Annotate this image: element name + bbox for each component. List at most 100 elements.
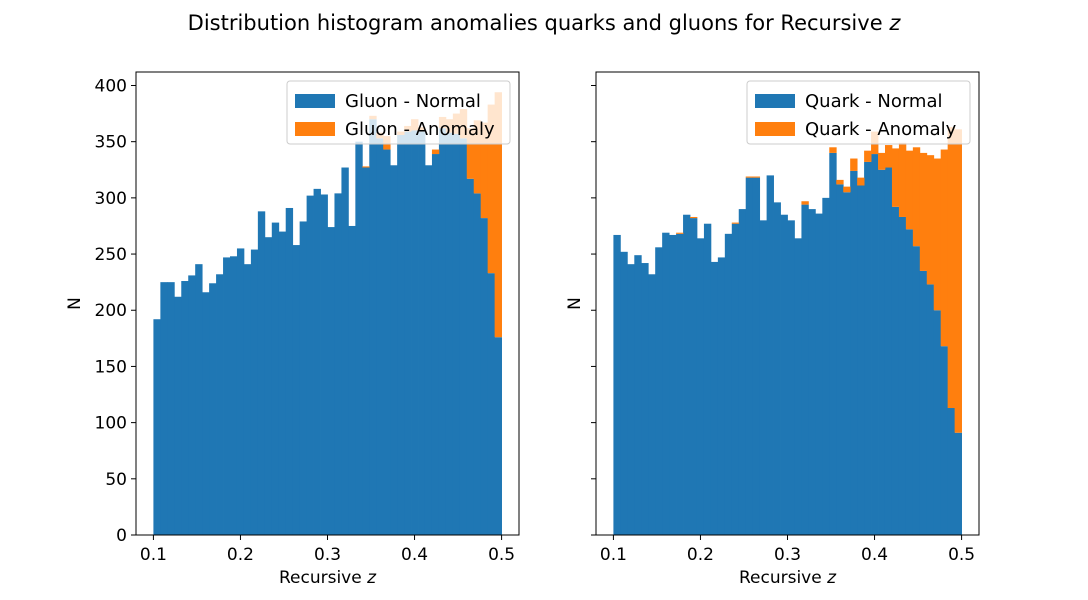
histogram-bar [627, 264, 635, 535]
histogram-bar [731, 223, 740, 535]
histogram-bar [947, 127, 956, 409]
histogram-bar [466, 128, 475, 179]
histogram-bar [376, 138, 384, 536]
histogram-bar [878, 152, 886, 170]
y-axis-label: N [565, 297, 585, 310]
histogram-bar [738, 209, 747, 535]
histogram-bar [947, 408, 956, 535]
histogram-bar [334, 193, 342, 535]
legend-swatch [295, 122, 335, 136]
histogram-bar [954, 432, 962, 535]
x-tick-label: 0.1 [600, 545, 627, 565]
histogram-bar [884, 145, 893, 168]
histogram-bar [857, 177, 865, 186]
histogram-bar [620, 251, 628, 535]
histogram-bar [362, 166, 370, 168]
histogram-bar [836, 179, 844, 185]
histogram-bar [285, 207, 294, 536]
legend-box [286, 80, 511, 145]
x-axis-label-variable: z [366, 568, 377, 588]
x-tick-label: 0.3 [314, 545, 341, 565]
histogram-bar [794, 238, 802, 535]
histogram-bar [445, 132, 454, 535]
histogram-bar [223, 257, 231, 535]
histogram-bar [348, 225, 356, 535]
histogram-bar [850, 170, 858, 535]
histogram-bar [411, 130, 419, 535]
x-tick-label: 0.2 [227, 545, 254, 565]
legend-label: Gluon - Anomaly [345, 119, 495, 140]
histogram-bar [271, 222, 280, 535]
histogram-bar [230, 256, 238, 535]
y-tick-label: 100 [95, 414, 127, 434]
y-tick-label: 200 [95, 301, 127, 321]
histogram-bar [404, 131, 412, 535]
histogram-bar [480, 218, 489, 535]
histogram-bar [843, 186, 851, 193]
histogram-bar [676, 232, 684, 234]
legend-entry: Quark - Normal [755, 91, 943, 112]
histogram-bar [919, 152, 928, 271]
histogram-bar [850, 158, 858, 171]
histogram-bar [473, 193, 482, 535]
histogram-bar [926, 155, 935, 285]
histogram-bar [662, 232, 670, 535]
x-axis-label-variable: z [826, 568, 837, 588]
legend-entry: Gluon - Normal [295, 91, 481, 112]
histogram-bar [641, 263, 649, 535]
histogram-bar [397, 134, 405, 535]
histogram-bar [940, 149, 949, 347]
legend-label: Gluon - Normal [345, 91, 481, 112]
y-tick-label: 250 [95, 245, 127, 265]
histogram-bar [752, 177, 761, 535]
series-0-bars [613, 152, 962, 536]
histogram-bar [494, 337, 502, 535]
histogram-bar [815, 213, 823, 535]
y-tick-label: 50 [105, 470, 127, 490]
histogram-bar [452, 133, 461, 535]
histogram-bar [801, 201, 809, 205]
histogram-bar [731, 222, 740, 224]
histogram-bar [912, 246, 921, 535]
figure-title-variable: z [888, 11, 901, 35]
histogram-bar [431, 149, 440, 155]
histogram-bar [181, 281, 189, 535]
y-tick-label: 150 [95, 357, 127, 377]
legend-swatch [295, 94, 335, 108]
histogram-bar [912, 147, 921, 247]
histogram-bar [940, 346, 949, 535]
histogram-bar [174, 296, 182, 535]
histogram-bar [829, 152, 837, 535]
histogram-bar [857, 185, 865, 535]
histogram-bar [752, 176, 761, 178]
histogram-bar [418, 131, 426, 535]
series-1-bars [676, 127, 962, 433]
y-tick-label: 300 [95, 189, 127, 209]
histogram-bar [676, 233, 684, 535]
histogram-bar [278, 231, 287, 535]
histogram-bar [306, 195, 314, 535]
histogram-bar [864, 161, 872, 535]
histogram-bar [878, 169, 886, 535]
histogram-bar [724, 233, 733, 535]
histogram-bar [188, 275, 196, 535]
histogram-bar [759, 220, 768, 535]
histogram-bar [648, 274, 656, 535]
histogram-bar [341, 167, 349, 535]
histogram-bar [745, 177, 754, 535]
histogram-bar [243, 264, 252, 535]
histogram-bar [362, 167, 370, 535]
x-tick-label: 0.3 [774, 545, 801, 565]
histogram-bar [745, 176, 754, 178]
histogram-bar [160, 282, 168, 535]
histogram-bar [613, 234, 621, 535]
histogram-bar [313, 188, 321, 535]
histogram-bar [494, 92, 502, 338]
legend-swatch [755, 122, 795, 136]
histogram-bar [216, 274, 224, 535]
histogram-bar [383, 149, 391, 536]
histogram-bar [690, 218, 698, 535]
histogram-bar [487, 273, 496, 535]
x-axis-label-text: Recursive [739, 568, 827, 588]
histogram-bar [655, 247, 663, 535]
